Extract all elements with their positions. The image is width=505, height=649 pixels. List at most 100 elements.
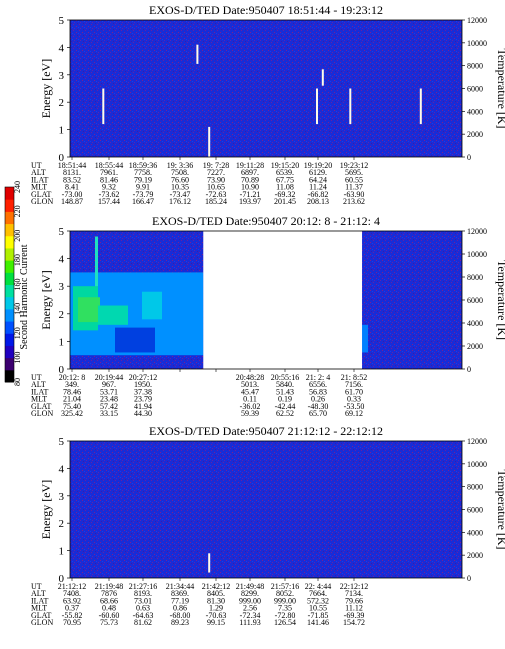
bright-segment xyxy=(208,553,211,573)
colorbar-swatch xyxy=(5,199,14,212)
colorbar-swatch xyxy=(5,260,14,273)
table-cell: 21:57:16 xyxy=(271,582,299,591)
table-row-label: GLON xyxy=(31,409,53,418)
colorbar-swatch xyxy=(5,357,14,371)
table-cell: 45.47 xyxy=(241,387,259,396)
table-cell: 349. xyxy=(65,380,79,389)
table-cell: -64.63 xyxy=(133,611,154,620)
table-cell: 999.00 xyxy=(239,596,261,605)
table-cell: -53.50 xyxy=(344,402,365,411)
y-right-tick-label: 8000 xyxy=(467,273,483,282)
table-cell: 79.66 xyxy=(345,596,363,605)
table-cell: 21:34:44 xyxy=(166,582,194,591)
table-cell: 7758. xyxy=(134,168,152,177)
table-cell: 19:23:12 xyxy=(340,161,368,170)
table-cell: 9.91 xyxy=(136,183,150,192)
panel-title: EXOS-D/TED Date:950407 18:51:44 - 19:23:… xyxy=(149,3,383,17)
table-cell: 7664. xyxy=(309,589,327,598)
y-axis-label: Energy [eV] xyxy=(39,270,53,329)
table-row-label: GLAT xyxy=(31,611,52,620)
table-cell: -71.21 xyxy=(240,190,261,199)
table-cell: 5840. xyxy=(276,380,294,389)
table-cell: 213.62 xyxy=(343,197,365,206)
y-tick-label: 2 xyxy=(59,309,65,321)
table-cell: 141.46 xyxy=(307,618,329,627)
colorbar-tick-label: 200 xyxy=(13,230,22,242)
table-cell: 77.19 xyxy=(171,596,189,605)
table-cell: -36.02 xyxy=(240,402,261,411)
table-cell: 8052. xyxy=(276,589,294,598)
table-cell: 185.24 xyxy=(205,197,227,206)
panel-title: EXOS-D/TED Date:950407 21:12:12 - 22:12:… xyxy=(149,424,383,438)
y-tick-label: 3 xyxy=(59,70,65,82)
panel-title: EXOS-D/TED Date:950407 20:12: 8 - 21:12:… xyxy=(152,214,380,228)
table-cell: -55.82 xyxy=(62,611,83,620)
colorbar-swatch xyxy=(5,223,14,237)
table-cell: 157.44 xyxy=(98,197,120,206)
table-cell: 176.12 xyxy=(169,197,191,206)
colorbar-label: Second Harmonic Current xyxy=(19,244,30,349)
table-cell: 6539. xyxy=(276,168,294,177)
table-row-label: GLAT xyxy=(31,402,52,411)
table-cell: 7876 xyxy=(101,589,117,598)
table-cell: -48.30 xyxy=(308,402,329,411)
table-cell: 7156. xyxy=(345,380,363,389)
table-cell: 10.90 xyxy=(241,183,259,192)
table-cell: 6556. xyxy=(309,380,327,389)
table-row-label: GLON xyxy=(31,197,53,206)
table-cell: 7134. xyxy=(345,589,363,598)
y-tick-label: 4 xyxy=(59,254,65,266)
table-cell: 572.32 xyxy=(307,596,329,605)
colorbar-tick-label: 120 xyxy=(13,327,22,339)
table-cell: -72.63 xyxy=(206,190,227,199)
signal-band xyxy=(142,291,162,320)
table-cell: 0.37 xyxy=(65,604,79,613)
table-cell: -69.39 xyxy=(344,611,365,620)
table-cell: 75.40 xyxy=(63,402,81,411)
table-cell: 19:15:20 xyxy=(271,161,299,170)
y-right-tick-label: 0 xyxy=(467,365,471,374)
table-cell: 20:19:44 xyxy=(95,373,123,382)
y-right-tick-label: 12000 xyxy=(467,437,487,446)
spectrogram-background xyxy=(70,441,462,578)
table-cell: 22: 4:44 xyxy=(305,582,331,591)
table-cell: 73.90 xyxy=(207,175,225,184)
table-cell: 5013. xyxy=(241,380,259,389)
table-cell: 53.71 xyxy=(100,387,118,396)
bright-segment xyxy=(419,88,422,125)
table-cell: 19: 7:28 xyxy=(203,161,229,170)
y-tick-label: 1 xyxy=(59,125,65,137)
table-cell: -73.79 xyxy=(133,190,154,199)
colorbar-tick-label: 180 xyxy=(13,254,22,266)
table-cell: 33.15 xyxy=(100,409,118,418)
y-tick-label: 0 xyxy=(59,364,65,376)
bright-segment xyxy=(321,69,324,86)
table-cell: 18:59:36 xyxy=(129,161,157,170)
table-cell: 1.29 xyxy=(209,604,223,613)
table-row-label: UT xyxy=(31,582,42,591)
table-cell: 11.12 xyxy=(345,604,363,613)
y-right-tick-label: 10000 xyxy=(467,250,487,259)
colorbar-tick-label: 140 xyxy=(13,303,22,315)
table-cell: 78.46 xyxy=(63,387,81,396)
colorbar-tick-label: 160 xyxy=(13,279,22,291)
table-cell: -63.90 xyxy=(344,190,365,199)
signal-band xyxy=(115,327,155,353)
table-cell: -70.63 xyxy=(206,611,227,620)
table-cell: 8.41 xyxy=(65,183,79,192)
table-cell: 21:19:48 xyxy=(95,582,123,591)
y-right-tick-label: 2000 xyxy=(467,551,483,560)
table-cell: 11.37 xyxy=(345,183,363,192)
table-cell: 21:12:12 xyxy=(58,582,86,591)
table-cell: 999.00 xyxy=(274,596,296,605)
table-row-label: UT xyxy=(31,161,42,170)
y-tick-label: 0 xyxy=(59,152,65,164)
y-right-tick-label: 0 xyxy=(467,153,471,162)
colorbar-frame xyxy=(4,186,15,383)
table-cell: 20:48:28 xyxy=(236,373,264,382)
table-cell: 7.35 xyxy=(278,604,292,613)
table-cell: 23.79 xyxy=(134,395,152,404)
table-cell: 56.83 xyxy=(309,387,327,396)
bright-segment xyxy=(102,88,105,125)
